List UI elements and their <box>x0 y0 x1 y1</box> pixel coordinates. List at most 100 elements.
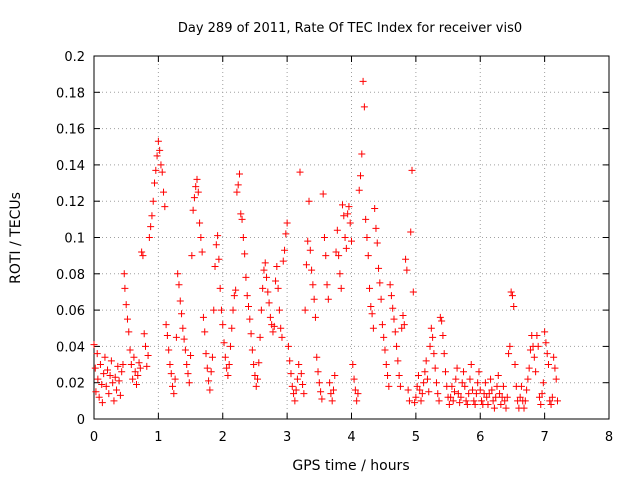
data-point <box>210 306 218 314</box>
data-point <box>91 364 99 372</box>
data-point <box>412 393 420 401</box>
data-point <box>359 77 367 85</box>
data-point <box>229 306 237 314</box>
data-point <box>435 397 443 405</box>
data-point <box>408 166 416 174</box>
data-point <box>378 321 386 329</box>
data-point <box>483 393 491 401</box>
data-point <box>109 379 117 387</box>
y-tick-label: 0.2 <box>64 50 85 65</box>
data-point <box>252 382 260 390</box>
data-point <box>476 386 484 394</box>
data-point <box>490 404 498 412</box>
data-point <box>215 255 223 263</box>
data-point <box>543 350 551 358</box>
data-point <box>98 381 106 389</box>
data-point <box>430 350 438 358</box>
data-point <box>214 232 222 240</box>
data-point <box>101 353 109 361</box>
y-tick-label: 0.16 <box>56 123 85 138</box>
data-point <box>390 315 398 323</box>
data-point <box>394 357 402 365</box>
data-point <box>308 266 316 274</box>
data-point <box>176 297 184 305</box>
data-point <box>172 333 180 341</box>
y-tick-label: 0.14 <box>56 159 85 174</box>
y-tick-label: 0.02 <box>56 377 85 392</box>
data-point <box>548 393 556 401</box>
data-point <box>320 234 328 241</box>
data-point <box>526 346 534 354</box>
data-point <box>400 321 408 329</box>
data-point <box>230 292 238 300</box>
data-point <box>296 168 304 176</box>
data-point <box>156 146 164 154</box>
data-point <box>538 390 546 398</box>
data-point <box>336 270 344 278</box>
data-point <box>241 250 249 258</box>
data-point <box>333 226 341 234</box>
data-point <box>488 386 496 394</box>
data-point <box>248 346 256 354</box>
data-point <box>189 206 197 214</box>
data-point <box>466 375 474 383</box>
data-point <box>224 371 232 379</box>
data-point <box>346 219 354 227</box>
data-point <box>238 215 246 223</box>
data-point <box>381 346 389 354</box>
data-point <box>208 353 216 361</box>
data-point <box>154 137 162 145</box>
data-point <box>202 350 210 358</box>
data-point <box>475 368 483 376</box>
y-tick-label: 0.06 <box>56 304 85 319</box>
data-point <box>521 397 529 405</box>
data-point <box>165 346 173 354</box>
data-point <box>525 364 533 372</box>
data-point <box>467 361 475 369</box>
data-point <box>539 379 547 387</box>
data-point <box>502 404 510 412</box>
data-point <box>413 382 421 390</box>
data-point <box>198 248 206 256</box>
data-point <box>199 313 207 321</box>
data-point <box>260 266 268 274</box>
data-point <box>398 324 406 332</box>
data-point <box>534 342 542 350</box>
data-point <box>338 201 346 209</box>
data-point <box>407 228 415 236</box>
data-point <box>206 386 214 394</box>
data-point <box>246 315 254 323</box>
data-point <box>135 359 143 367</box>
data-point <box>132 381 140 389</box>
data-point <box>376 279 384 287</box>
data-point <box>239 234 247 241</box>
data-point <box>174 270 182 278</box>
data-point <box>402 255 410 263</box>
data-point <box>242 273 250 281</box>
data-point <box>111 373 119 381</box>
data-point <box>145 234 153 241</box>
data-point <box>170 390 178 398</box>
data-point <box>313 353 321 361</box>
data-point <box>429 333 437 341</box>
data-point <box>115 377 123 385</box>
data-point <box>497 400 505 408</box>
data-point <box>422 357 430 365</box>
data-point <box>322 252 330 260</box>
data-point <box>232 286 240 294</box>
data-point <box>193 175 201 183</box>
data-point <box>93 350 101 358</box>
data-point <box>197 234 205 241</box>
data-point <box>499 382 507 390</box>
data-point <box>340 212 348 220</box>
y-axis: 0 0.02 0.04 0.06 0.08 0.1 0.12 0.14 0.16 0.18 0.2 <box>56 50 609 428</box>
data-point <box>532 368 540 376</box>
data-point <box>384 371 392 379</box>
data-point <box>550 353 558 361</box>
data-point <box>399 312 407 320</box>
data-point <box>275 306 283 314</box>
data-point <box>439 332 447 340</box>
data-point <box>396 382 404 390</box>
data-point <box>207 368 215 376</box>
data-point <box>301 306 309 314</box>
